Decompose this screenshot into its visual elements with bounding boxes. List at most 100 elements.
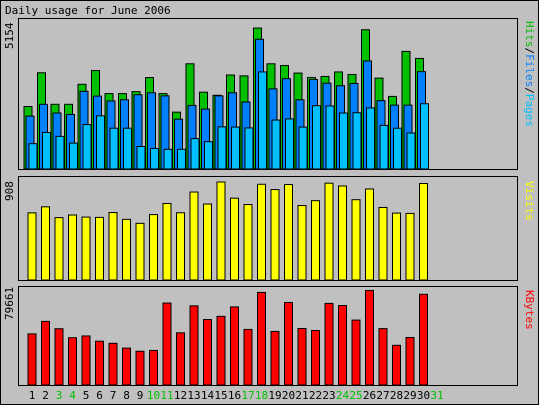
x-tick-label: 24 bbox=[336, 389, 350, 402]
pages-bar bbox=[28, 143, 38, 169]
visits-bar bbox=[68, 214, 77, 280]
files-bar bbox=[201, 108, 210, 169]
pages-bar bbox=[109, 127, 119, 169]
kbytes-bar bbox=[365, 289, 374, 385]
visits-bar bbox=[365, 188, 374, 280]
pages-bar bbox=[42, 131, 51, 169]
kbytes-bar bbox=[324, 302, 334, 385]
x-tick-label: 13 bbox=[187, 389, 200, 402]
x-tick-label: 23 bbox=[322, 389, 335, 402]
kbytes-max-label: 79661 bbox=[3, 286, 16, 320]
kbytes-bar bbox=[162, 302, 172, 385]
x-axis-labels: 1 2 3 4 5 6 7 8 9 10 11 12 13 14 15 16 17 18 19 20 21 22 23 24 2… bbox=[29, 389, 444, 402]
x-tick-label: 28 bbox=[390, 389, 403, 402]
x-tick-label: 6 bbox=[96, 389, 103, 402]
x-tick-label: 26 bbox=[363, 389, 376, 402]
kbytes-bar bbox=[351, 319, 361, 385]
pages-bar bbox=[406, 132, 416, 169]
x-tick-label: 4 bbox=[69, 389, 76, 402]
kbytes-bar bbox=[405, 336, 415, 385]
visits-bar bbox=[81, 216, 91, 280]
pages-bar bbox=[190, 138, 200, 169]
pages-bar bbox=[379, 124, 389, 169]
panel-visits bbox=[18, 176, 518, 281]
kbytes-bar bbox=[81, 335, 91, 385]
visits-bar bbox=[189, 191, 199, 280]
legend-hits-files-pages: Hits/Files/Pages bbox=[523, 21, 536, 127]
visits-bar bbox=[54, 217, 64, 280]
visits-bar bbox=[27, 212, 37, 280]
visits-bar bbox=[405, 212, 415, 280]
kbytes-bar bbox=[176, 332, 185, 385]
chart-title: Daily usage for June 2006 bbox=[5, 4, 171, 17]
files-bar bbox=[133, 94, 143, 169]
pages-bar bbox=[163, 148, 173, 169]
visits-bar bbox=[176, 212, 185, 280]
x-tick-label: 18 bbox=[255, 389, 268, 402]
x-tick-label: 15 bbox=[214, 389, 227, 402]
pages-bar bbox=[244, 127, 254, 169]
panel-hits-files-pages bbox=[18, 18, 518, 170]
panel-kbytes bbox=[18, 286, 518, 386]
files-bar bbox=[66, 113, 75, 169]
visits-bar bbox=[378, 206, 388, 280]
pages-bar bbox=[325, 105, 335, 169]
visits-bar bbox=[311, 200, 320, 280]
kbytes-bar bbox=[284, 301, 293, 385]
kbytes-bar bbox=[243, 328, 253, 385]
pages-bar bbox=[217, 126, 227, 169]
x-tick-label: 14 bbox=[201, 389, 215, 402]
pages-bar bbox=[123, 127, 132, 169]
legend-separator: / bbox=[523, 87, 536, 94]
visits-bar bbox=[203, 203, 212, 280]
visits-bar bbox=[95, 216, 104, 280]
x-tick-label: 2 bbox=[42, 389, 49, 402]
pages-bar bbox=[339, 112, 348, 169]
kbytes-bar bbox=[203, 319, 212, 385]
kbytes-bar bbox=[108, 342, 118, 385]
visits-bar bbox=[284, 183, 293, 280]
visits-bar bbox=[216, 181, 226, 280]
pages-bar bbox=[271, 119, 281, 169]
visits-bar bbox=[351, 199, 361, 280]
kbytes-bar bbox=[149, 349, 158, 385]
pages-bar bbox=[204, 141, 213, 169]
legend-visits: Visits bbox=[523, 181, 536, 221]
x-tick-label: 7 bbox=[110, 389, 117, 402]
x-tick-label: 17 bbox=[241, 389, 254, 402]
kbytes-bar bbox=[135, 350, 145, 385]
kbytes-bar bbox=[311, 329, 320, 385]
pages-bar bbox=[285, 118, 294, 169]
x-tick-label: 25 bbox=[349, 389, 362, 402]
kbytes-bar bbox=[68, 337, 77, 385]
visits-bar bbox=[149, 214, 158, 280]
visits-bar bbox=[230, 197, 239, 280]
x-tick-label: 31 bbox=[430, 389, 443, 402]
kbytes-bar bbox=[95, 340, 104, 385]
pages-bar bbox=[420, 103, 429, 169]
visits-bar bbox=[324, 182, 334, 280]
kbytes-bar bbox=[378, 328, 388, 385]
x-tick-label: 5 bbox=[83, 389, 90, 402]
hits-max-label: 5154 bbox=[3, 22, 16, 50]
visits-max-label: 908 bbox=[3, 181, 16, 201]
pages-bar bbox=[69, 142, 78, 169]
pages-bar bbox=[96, 115, 105, 169]
legend-pages: Pages bbox=[523, 93, 536, 127]
visits-bar bbox=[419, 183, 428, 280]
pages-bar bbox=[258, 71, 267, 169]
visits-bar bbox=[122, 218, 131, 280]
files-bar bbox=[147, 92, 156, 169]
x-tick-label: 27 bbox=[376, 389, 389, 402]
hits-files-pages-plot bbox=[23, 27, 429, 169]
x-tick-label: 10 bbox=[147, 389, 160, 402]
pages-bar bbox=[312, 105, 321, 169]
x-tick-label: 29 bbox=[403, 389, 416, 402]
kbytes-bar bbox=[297, 327, 307, 385]
kbytes-bar bbox=[41, 320, 50, 385]
pages-bar bbox=[82, 124, 92, 169]
x-tick-label: 8 bbox=[123, 389, 130, 402]
kbytes-bar bbox=[338, 304, 347, 385]
x-tick-label: 19 bbox=[268, 389, 281, 402]
kbytes-bar bbox=[270, 330, 280, 385]
